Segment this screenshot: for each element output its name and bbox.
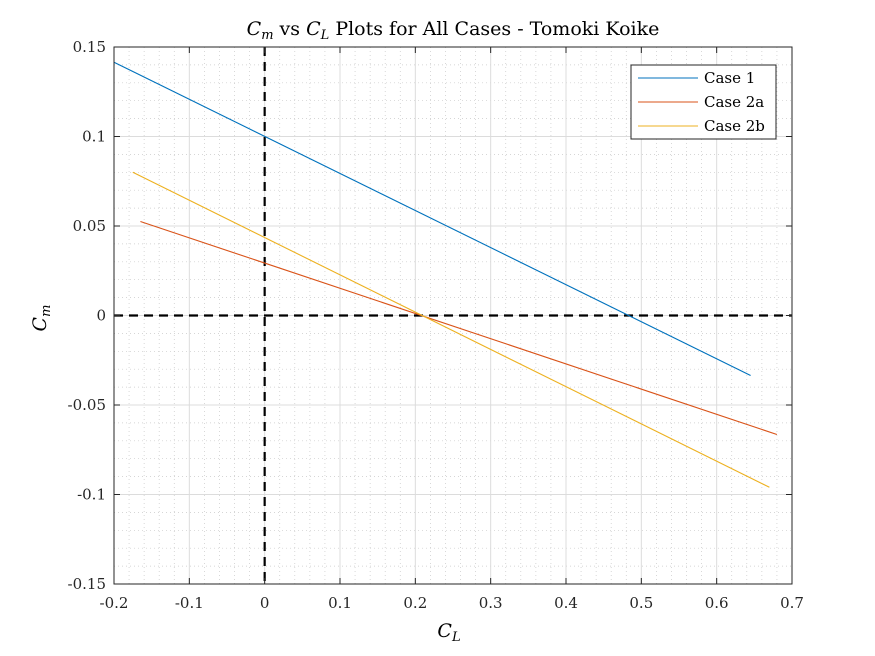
x-tick-label: 0.6 [705,594,729,612]
legend-label: Case 2a [704,93,764,111]
y-tick-label: 0.05 [73,217,106,235]
x-tick-label: -0.1 [175,594,204,612]
legend-label: Case 1 [704,69,755,87]
series-line-1 [113,61,751,376]
x-tick-label: 0.5 [629,594,653,612]
legend-label: Case 2b [704,117,765,135]
x-tick-label: 0.3 [479,594,503,612]
reference-lines [114,47,792,584]
x-tick-label: 0.7 [780,594,804,612]
x-tick-label: 0.1 [328,594,352,612]
y-tick-label: 0.15 [73,38,106,56]
x-tick-label: 0.2 [403,594,427,612]
y-tick-label: 0.1 [82,128,106,146]
legend: Case 1 Case 2a Case 2b [630,64,777,140]
y-tick-label: -0.1 [77,486,106,504]
series-lines [113,61,778,488]
y-axis-ticks: 0.15 0.1 0.05 0 -0.05 -0.1 -0.15 [68,38,792,593]
x-axis-label: CL [437,620,460,645]
y-axis-label: Cm [29,305,54,332]
series-line-3 [132,171,770,488]
x-tick-label: 0.4 [554,594,578,612]
x-tick-label: 0 [260,594,270,612]
series-line-2 [140,220,778,436]
y-tick-label: -0.15 [68,575,106,593]
y-tick-label: -0.05 [68,396,106,414]
chart-title: Cm vs CL Plots for All Cases - Tomoki Ko… [247,18,660,43]
y-tick-label: 0 [96,307,106,325]
x-tick-label: -0.2 [100,594,129,612]
x-axis-ticks: -0.2 -0.1 0 0.1 0.2 0.3 0.4 0.5 0.6 0.7 [100,47,804,612]
